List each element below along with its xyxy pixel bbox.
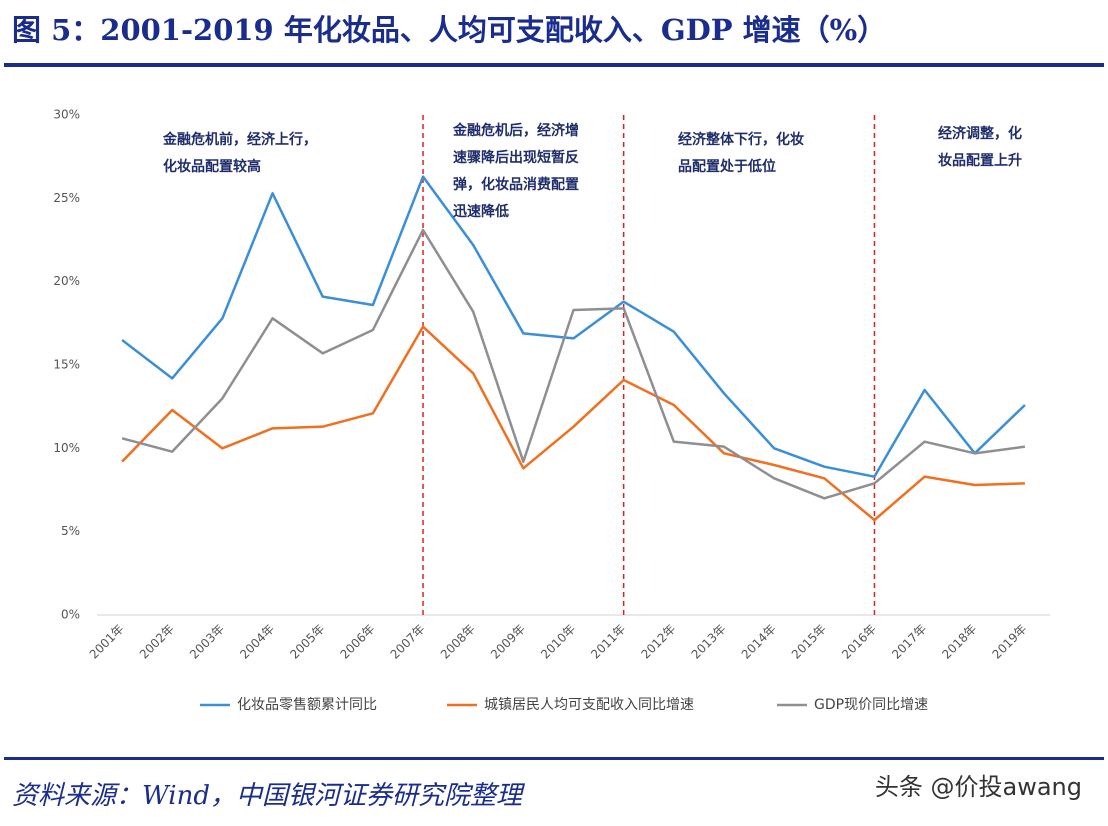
legend-label: 化妆品零售额累计同比 — [237, 697, 377, 713]
x-tick-label: 2004年 — [237, 622, 277, 662]
x-tick-label: 2019年 — [990, 622, 1030, 662]
x-tick-label: 2003年 — [187, 622, 227, 662]
annotation: 金融危机前，经济上行， — [162, 131, 317, 148]
annotation: 迅速降低 — [453, 203, 509, 220]
y-tick-label: 15% — [53, 358, 80, 372]
annotation: 弹，化妆品消费配置 — [453, 176, 579, 193]
y-tick-label: 20% — [53, 274, 80, 288]
x-tick-label: 2010年 — [538, 622, 578, 662]
legend-label: 城镇居民人均可支配收入同比增速 — [484, 697, 694, 713]
title-rule — [4, 63, 1104, 67]
x-tick-label: 2006年 — [337, 622, 377, 662]
x-tick-label: 2017年 — [889, 622, 929, 662]
footer-rule — [4, 757, 1104, 760]
x-tick-label: 2005年 — [287, 622, 327, 662]
y-tick-label: 5% — [61, 524, 80, 538]
annotation: 金融危机后，经济增 — [452, 122, 579, 139]
y-tick-label: 30% — [53, 108, 80, 122]
y-tick-label: 25% — [53, 191, 80, 205]
source: 资料来源：Wind，中国银河证券研究院整理 — [12, 781, 526, 811]
y-tick-label: 10% — [53, 441, 80, 455]
x-tick-label: 2002年 — [137, 622, 177, 662]
annotation: 经济调整，化 — [938, 125, 1022, 142]
x-tick-label: 2008年 — [438, 622, 478, 662]
x-tick-label: 2014年 — [739, 622, 779, 662]
legend-label: GDP现价同比增速 — [814, 697, 928, 713]
x-tick-label: 2013年 — [689, 622, 729, 662]
x-tick-label: 2001年 — [87, 622, 127, 662]
series-line — [121, 175, 1026, 478]
annotation: 速骤降后出现短暂反 — [453, 149, 579, 166]
x-tick-label: 2016年 — [839, 622, 879, 662]
annotation: 化妆品配置较高 — [163, 158, 261, 175]
x-tick-label: 2011年 — [588, 622, 628, 662]
x-tick-label: 2018年 — [939, 622, 979, 662]
y-tick-label: 0% — [61, 608, 80, 622]
x-tick-label: 2007年 — [388, 622, 428, 662]
x-tick-label: 2015年 — [789, 622, 829, 662]
x-tick-label: 2009年 — [488, 622, 528, 662]
title: 图 5：2001-2019 年化妆品、人均可支配收入、GDP 增速（%） — [12, 13, 886, 47]
annotation: 品配置处于低位 — [678, 158, 776, 175]
annotation: 妆品配置上升 — [938, 152, 1022, 169]
x-tick-label: 2012年 — [638, 622, 678, 662]
series-line — [121, 228, 1026, 500]
annotation: 经济整体下行，化妆 — [678, 131, 804, 148]
watermark: 头条 @价投awang — [875, 773, 1082, 801]
series-line — [121, 325, 1025, 522]
